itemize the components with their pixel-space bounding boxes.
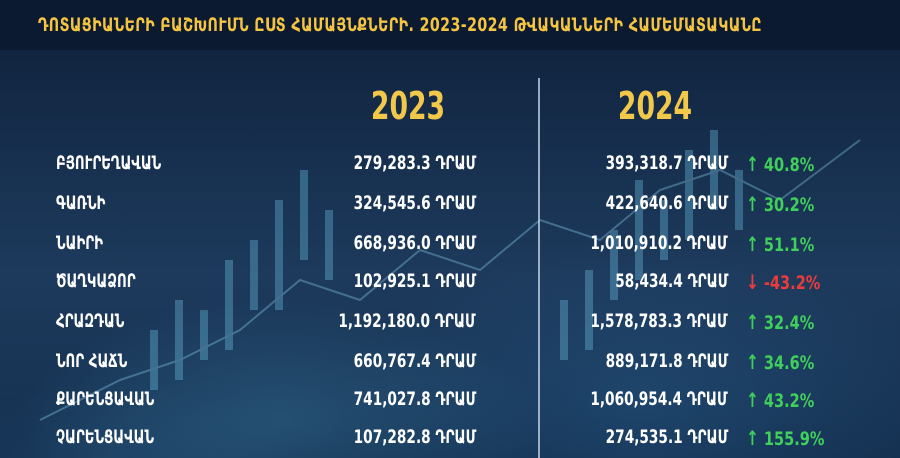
community-name: ՉԱՐԵՆՑԱՎԱՆ [56, 426, 155, 448]
value-2024: 1,578,783.3 ԴՐԱՄ [590, 310, 728, 332]
year-2024-header: 2024 [617, 84, 693, 128]
change-percent: ↑ 30.2% [746, 192, 814, 216]
change-value: 43.2% [763, 390, 815, 412]
change-value: 30.2% [763, 194, 815, 216]
change-value: 34.6% [763, 352, 815, 374]
value-2023: 279,283.3 ԴՐԱՄ [353, 152, 476, 174]
page-title: ԴՈՏԱՑԻԱՆԵՐԻ ԲԱՇԽՈՒՄՆ ԸՍՏ ՀԱՄԱՅՆՔՆԵՐԻ. 20… [38, 14, 762, 36]
value-2023: 107,282.8 ԴՐԱՄ [353, 426, 476, 448]
background-glow [0, 120, 900, 458]
value-2024: 274,535.1 ԴՐԱՄ [605, 426, 728, 448]
table-row: ԳԱՌՆԻ 324,545.6 ԴՐԱՄ 422,640.6 ԴՐԱՄ ↑ 30.2% [0, 188, 900, 224]
change-percent: ↑ 40.8% [746, 152, 814, 176]
change-percent: ↓ -43.2% [746, 270, 820, 294]
change-percent: ↑ 43.2% [746, 388, 814, 412]
community-name: ՆՈՐ ՀԱՃՆ [56, 350, 128, 372]
header-bar: ԴՈՏԱՑԻԱՆԵՐԻ ԲԱՇԽՈՒՄՆ ԸՍՏ ՀԱՄԱՅՆՔՆԵՐԻ. 20… [0, 0, 900, 50]
table-row: ՉԱՐԵՆՑԱՎԱՆ 107,282.8 ԴՐԱՄ 274,535.1 ԴՐԱՄ ↑ 1… [0, 422, 900, 458]
change-percent: ↑ 34.6% [746, 350, 814, 374]
value-2024: 393,318.7 ԴՐԱՄ [605, 152, 728, 174]
column-divider [538, 78, 540, 458]
value-2023: 668,936.0 ԴՐԱՄ [353, 232, 476, 254]
table-row: ՆԱԻՐԻ 668,936.0 ԴՐԱՄ 1,010,910.2 ԴՐԱՄ ↑ 51.1… [0, 228, 900, 264]
year-2023-header: 2023 [370, 84, 446, 128]
value-2024: 58,434.4 ԴՐԱՄ [614, 270, 728, 292]
table-row: ՀՐԱԶԴԱՆ 1,192,180.0 ԴՐԱՄ 1,578,783.3 ԴՐԱՄ ↑… [0, 306, 900, 342]
table-row: ՆՈՐ ՀԱՃՆ 660,767.4 ԴՐԱՄ 889,171.8 ԴՐԱՄ ↑ 34.… [0, 346, 900, 382]
value-2023: 660,767.4 ԴՐԱՄ [353, 350, 476, 372]
community-name: ՔԱՐԵՆՑԱՎԱՆ [56, 388, 155, 410]
community-name: ԲՅՈՒՐԵՂԱՎԱՆ [56, 152, 162, 174]
change-percent: ↑ 32.4% [746, 310, 814, 334]
value-2023: 741,027.8 ԴՐԱՄ [353, 388, 476, 410]
up-arrow-icon: ↑ [746, 152, 759, 176]
change-value: -43.2% [763, 272, 821, 294]
value-2024: 422,640.6 ԴՐԱՄ [605, 192, 728, 214]
change-percent: ↑ 155.9% [746, 426, 824, 450]
value-2024: 1,060,954.4 ԴՐԱՄ [590, 388, 728, 410]
up-arrow-icon: ↑ [746, 388, 759, 412]
up-arrow-icon: ↑ [746, 232, 759, 256]
table-row: ՔԱՐԵՆՑԱՎԱՆ 741,027.8 ԴՐԱՄ 1,060,954.4 ԴՐԱՄ… [0, 384, 900, 420]
down-arrow-icon: ↓ [746, 270, 759, 294]
community-name: ԳԱՌՆԻ [56, 192, 106, 214]
table-row: ԲՅՈՒՐԵՂԱՎԱՆ 279,283.3 ԴՐԱՄ 393,318.7 ԴՐԱՄ ↑… [0, 148, 900, 184]
value-2024: 1,010,910.2 ԴՐԱՄ [590, 232, 728, 254]
value-2024: 889,171.8 ԴՐԱՄ [605, 350, 728, 372]
change-percent: ↑ 51.1% [746, 232, 814, 256]
change-value: 40.8% [763, 154, 815, 176]
table-row: ԾԱՂԿԱՁՈՐ 102,925.1 ԴՐԱՄ 58,434.4 ԴՐԱՄ ↓ -43.… [0, 266, 900, 302]
community-name: ՆԱԻՐԻ [56, 232, 103, 254]
community-name: ՀՐԱԶԴԱՆ [56, 310, 125, 332]
change-value: 51.1% [763, 234, 815, 256]
value-2023: 324,545.6 ԴՐԱՄ [353, 192, 476, 214]
change-value: 32.4% [763, 312, 815, 334]
up-arrow-icon: ↑ [746, 350, 759, 374]
up-arrow-icon: ↑ [746, 192, 759, 216]
value-2023: 102,925.1 ԴՐԱՄ [353, 270, 476, 292]
community-name: ԾԱՂԿԱՁՈՐ [56, 270, 136, 292]
up-arrow-icon: ↑ [746, 310, 759, 334]
up-arrow-icon: ↑ [746, 426, 759, 450]
value-2023: 1,192,180.0 ԴՐԱՄ [338, 310, 476, 332]
change-value: 155.9% [763, 428, 825, 450]
